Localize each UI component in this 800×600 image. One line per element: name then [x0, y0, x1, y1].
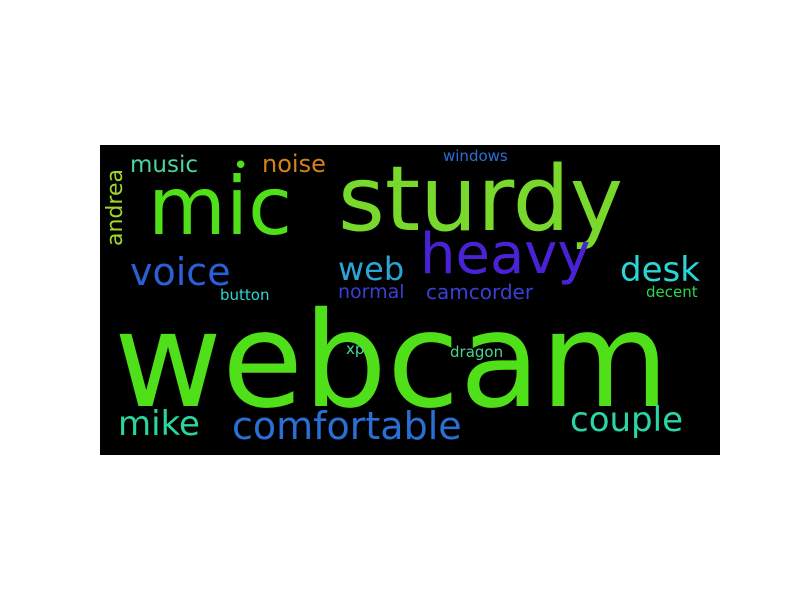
word-web: web [338, 250, 405, 288]
word-desk: desk [620, 250, 700, 290]
word-camcorder: camcorder [426, 280, 534, 304]
word-noise: noise [262, 150, 326, 178]
word-xp: xp [346, 340, 365, 358]
word-cloud: webcam sturdy mic heavy voice web desk c… [100, 145, 720, 455]
word-voice: voice [130, 250, 231, 294]
word-mike: mike [118, 404, 200, 444]
word-button: button [220, 286, 270, 304]
word-normal: normal [338, 281, 405, 303]
word-dragon: dragon [450, 343, 504, 361]
word-music: music [130, 152, 199, 178]
word-webcam: webcam [114, 284, 670, 438]
word-windows: windows [443, 147, 508, 165]
word-couple: couple [570, 400, 683, 440]
word-sturdy: sturdy [338, 147, 624, 252]
word-heavy: heavy [420, 222, 591, 287]
word-comfortable: comfortable [232, 404, 462, 448]
word-andrea: andrea [103, 169, 128, 246]
word-dot: • [233, 151, 249, 181]
word-decent: decent [646, 283, 698, 301]
word-mic: mic [148, 160, 293, 253]
